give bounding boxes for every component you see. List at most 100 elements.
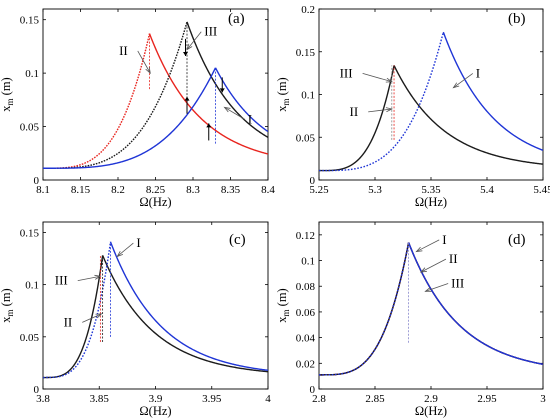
x-tick-label: 4 [265,393,271,405]
annotation-arrow-head [385,107,393,113]
annotation-label: III [451,276,464,291]
plot-area [42,8,269,181]
plot-area [318,8,544,181]
jump-arrow-head [219,88,225,93]
series-line [43,21,188,169]
y-tick-label: 0.2 [301,4,315,16]
annotation-label: I [476,65,480,80]
x-tick-label: 3.8 [36,393,50,405]
series-group [43,241,268,379]
y-tick-label: 0 [310,175,316,187]
y-tick-label: 0.15 [296,47,316,59]
x-tick-label: 8.15 [71,184,91,196]
annotation-label: II [64,314,73,329]
annotation-arrow [416,239,440,252]
annotation-arrow [453,73,474,88]
x-axis-label: Ω(Hz) [415,195,447,209]
annotation-arrow-head [145,67,151,75]
annotation-arrow-head [223,106,231,113]
panel-label: (d) [508,232,526,248]
x-tick-label: 5.35 [421,184,441,196]
x-tick-label: 5.25 [309,184,329,196]
x-axis-label: Ω(Hz) [139,404,171,418]
y-tick-label: 0.15 [20,15,40,27]
y-tick-label: 0.02 [296,358,315,370]
annotation-label: II [449,251,458,266]
annotation-arrow [425,283,449,292]
x-tick-label: 8.1 [36,184,50,196]
annotation-arrow [368,108,392,113]
annotation-arrow-head [186,43,193,51]
y-tick-label: 0 [34,175,40,187]
x-tick-label: 8.25 [146,184,166,196]
y-tick-label: 0.15 [20,227,40,239]
jump-arrow-head [184,96,190,101]
panel-4: 2.8 2.85 2.9 2.95 3 0 0.02 0.04 0.06 0.08 0.1 0.12 Ω… [275,221,546,418]
y-tick-label: 0.06 [296,307,316,319]
annotation-arrow-head [424,287,432,292]
panel-1: 8.1 8.15 8.2 8.25 8.3 8.35 8.4 0 0.05 0.1 0.15 Ω(Hz… [0,8,275,209]
annotation-arrow-head [94,274,102,280]
annotation-label: I [442,232,446,247]
series-line [186,21,268,138]
y-tick-label: 0.05 [20,332,40,344]
annotation-arrow-head [95,313,103,319]
y-tick-label: 0 [310,384,316,396]
y-tick-label: 0.05 [296,132,316,144]
y-axis-label: xm (m) [0,288,15,322]
x-tick-label: 5.4 [480,184,494,196]
annotation-label: III [204,24,217,39]
y-tick-label: 0.05 [20,122,40,134]
annotation-arrow [362,73,392,83]
x-axis-label: Ω(Hz) [139,195,171,209]
x-tick-label: 2.9 [424,393,438,405]
y-tick-label: 0.1 [25,280,39,292]
x-tick-label: 5.3 [368,184,382,196]
series-line [442,31,543,151]
series-line [319,242,410,376]
y-tick-label: 0.1 [301,90,315,102]
annotation-label: III [55,273,68,288]
y-tick-label: 0.1 [301,256,315,268]
annotation-arrow [137,50,151,74]
jump-arrow-head [183,52,188,57]
series-line [101,255,268,373]
annotation-arrow-head [415,246,423,253]
annotation-label: III [340,65,353,80]
y-tick-label: 0.1 [25,68,39,80]
annotation-arrow-head [116,251,124,258]
annotation-label: I [136,235,140,250]
x-tick-label: 8.35 [221,184,241,196]
y-axis-label: xm (m) [0,77,15,111]
jump-arrow-head [206,123,212,128]
annotation-label: II [350,104,359,119]
series-line [319,31,444,172]
y-tick-label: 0.08 [296,281,316,293]
annotation-arrow [82,313,102,323]
y-tick-label: 0.12 [296,230,315,242]
panel-3: 3.8 3.85 3.9 3.95 4 0 0.05 0.1 0.15 Ω(Hz) xm (m) (c… [0,221,271,418]
series-line [109,241,268,371]
series-line [43,67,217,169]
annotation-label: I [248,111,252,126]
panel-label: (b) [508,11,526,27]
annotation-arrow [420,258,447,273]
panel-label: (c) [229,232,246,248]
y-tick-label: 0.04 [296,333,316,345]
y-tick-label: 0 [34,384,40,396]
x-tick-label: 3 [540,393,546,405]
y-axis-label: xm (m) [275,77,291,111]
x-tick-label: 2.95 [477,393,497,405]
annotation-arrow [77,275,101,282]
x-tick-label: 3.9 [149,393,163,405]
x-tick-label: 8.4 [261,184,275,196]
annotation-arrow-head [385,77,393,83]
x-tick-label: 2.85 [365,393,385,405]
annotation-arrow [116,242,134,257]
panel-2: 5.25 5.3 5.35 5.4 5.45 0 0.05 0.1 0.15 0.2 Ω(Hz) xm… [275,4,550,209]
x-tick-label: 8.3 [186,184,200,196]
x-axis-label: Ω(Hz) [415,404,447,418]
series-group [319,31,543,172]
x-tick-label: 2.8 [312,393,326,405]
